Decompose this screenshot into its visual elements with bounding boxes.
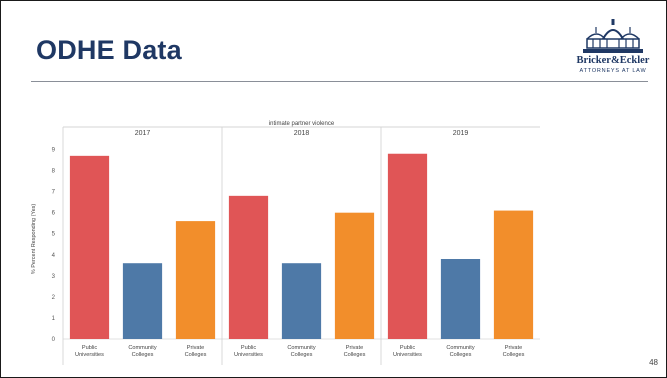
- x-category-label: Universities: [75, 352, 104, 358]
- x-category-label: Colleges: [132, 352, 154, 358]
- bar: [122, 263, 163, 339]
- x-category-label: Universities: [234, 352, 263, 358]
- bar: [334, 212, 375, 339]
- x-category-label: Colleges: [185, 352, 207, 358]
- chart-canvas: intimate partner violence % Percent Respo…: [31, 121, 540, 365]
- slide-title: ODHE Data: [36, 35, 182, 65]
- bar: [281, 263, 322, 339]
- panel-year-label: 2017: [135, 130, 151, 137]
- y-axis-label: % Percent Responding (Yes): [31, 204, 37, 275]
- bar: [387, 153, 428, 339]
- x-category-label: Colleges: [344, 352, 366, 358]
- y-tick-label: 6: [52, 211, 56, 217]
- panel-year-label: 2019: [453, 130, 469, 137]
- bar-chart: intimate partner violence % Percent Respo…: [25, 115, 545, 365]
- y-tick-label: 0: [52, 337, 56, 343]
- x-category-label: Private: [346, 345, 363, 351]
- x-category-label: Community: [287, 345, 315, 351]
- x-category-label: Colleges: [450, 352, 472, 358]
- panel-year-label: 2018: [294, 130, 310, 137]
- bar: [175, 221, 216, 339]
- y-tick-label: 2: [52, 295, 56, 301]
- chart-title: intimate partner violence: [269, 121, 335, 127]
- x-category-label: Public: [241, 345, 256, 351]
- y-tick-label: 3: [52, 274, 56, 280]
- firm-tagline: ATTORNEYS AT LAW: [579, 68, 647, 74]
- y-tick-label: 7: [52, 190, 56, 196]
- x-category-label: Private: [187, 345, 204, 351]
- bar: [440, 259, 481, 339]
- y-tick-label: 9: [52, 148, 56, 154]
- bar: [69, 155, 110, 339]
- x-category-label: Public: [82, 345, 97, 351]
- x-category-label: Colleges: [503, 352, 525, 358]
- y-tick-label: 5: [52, 232, 56, 238]
- courthouse-dome-icon: [583, 19, 643, 53]
- title-divider: [31, 81, 648, 82]
- x-category-label: Public: [400, 345, 415, 351]
- firm-name: Bricker&Eckler: [576, 55, 650, 66]
- y-tick-label: 1: [52, 316, 56, 322]
- x-category-label: Community: [446, 345, 474, 351]
- y-tick-label: 4: [52, 253, 56, 259]
- firm-logo: Bricker&Eckler ATTORNEYS AT LAW: [573, 15, 653, 77]
- x-category-label: Universities: [393, 352, 422, 358]
- bar: [493, 210, 534, 339]
- x-category-label: Community: [128, 345, 156, 351]
- y-tick-label: 8: [52, 169, 56, 175]
- bar: [228, 195, 269, 339]
- x-category-label: Private: [505, 345, 522, 351]
- x-category-label: Colleges: [291, 352, 313, 358]
- page-number: 48: [649, 358, 658, 367]
